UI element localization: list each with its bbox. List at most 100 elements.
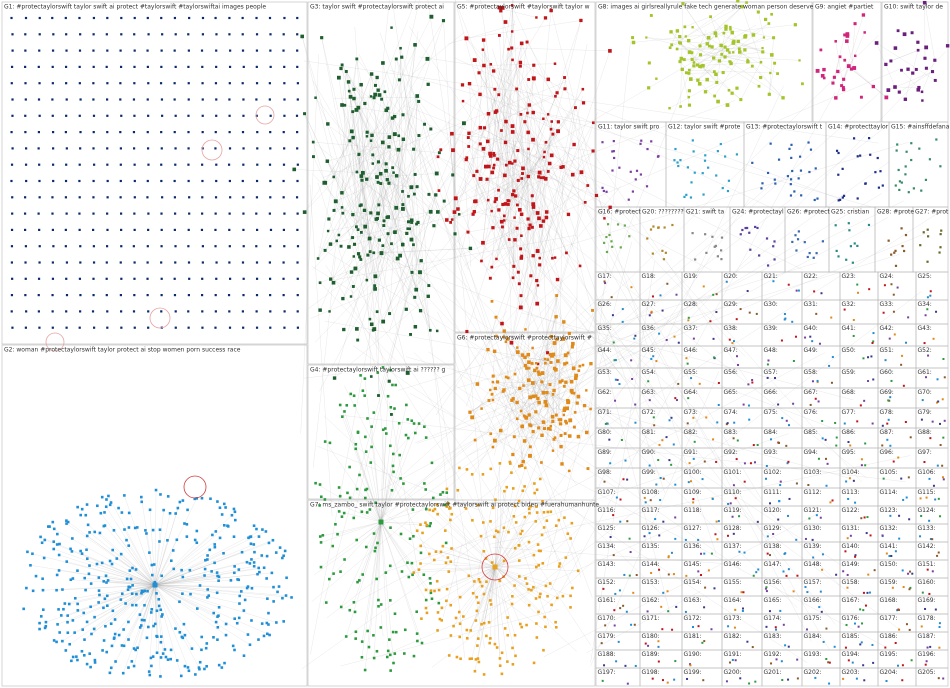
node-g4 (424, 598, 428, 602)
node-small (639, 142, 642, 145)
node-g7 (419, 523, 422, 526)
edge-g4 (362, 521, 382, 575)
node-g2 (260, 622, 264, 625)
node-matrix (784, 552, 787, 555)
node-g4 (388, 599, 392, 602)
node-g4 (415, 610, 419, 614)
node-g5 (551, 132, 555, 136)
node-g2 (143, 618, 146, 622)
node-g8 (738, 50, 742, 54)
node-g3 (413, 325, 418, 329)
node-g1 (228, 179, 231, 183)
node-g10 (933, 78, 937, 82)
node-matrix (603, 480, 606, 483)
node-g8 (736, 0, 740, 3)
edge-g3 (313, 156, 360, 257)
node-g3 (397, 78, 401, 82)
node-g5 (546, 77, 551, 82)
node-g4 (415, 632, 419, 635)
node-g1 (105, 33, 108, 36)
node-g8 (740, 4, 744, 9)
node-g1 (214, 16, 217, 20)
node-g1 (160, 277, 163, 280)
node-g2 (104, 624, 107, 628)
node-g10 (923, 56, 927, 60)
node-matrix (892, 293, 895, 296)
node-g5 (503, 202, 508, 206)
matrix-cell-label: G190: (684, 651, 702, 658)
node-g8 (713, 31, 718, 35)
node-matrix (684, 610, 687, 613)
node-g8 (761, 50, 765, 54)
node-g6 (541, 390, 546, 395)
node-g1 (24, 261, 27, 264)
node-matrix (729, 502, 732, 505)
node-g1 (51, 16, 54, 20)
node-g5 (499, 219, 504, 224)
node-matrix (849, 534, 852, 537)
node-matrix (749, 462, 752, 465)
node-g1 (173, 277, 176, 280)
node-g5 (482, 63, 486, 68)
node-g7 (493, 535, 496, 539)
node-matrix (932, 337, 935, 340)
node-g1 (201, 212, 204, 215)
node-g1 (283, 98, 286, 101)
node-g5 (507, 160, 512, 165)
edge-inter (458, 185, 840, 586)
node-g8 (719, 43, 723, 48)
node-g8 (715, 35, 718, 38)
edge-g10 (921, 60, 935, 92)
node-g1 (51, 98, 54, 101)
edge-g8 (739, 51, 778, 74)
node-small (611, 150, 614, 153)
matrix-cell-label: G63: (642, 389, 656, 396)
edge-g8 (693, 33, 716, 63)
node-g9 (836, 69, 840, 74)
node-g1 (256, 163, 259, 166)
node-g3 (375, 217, 379, 221)
node-g2 (217, 579, 220, 583)
node-g2 (38, 627, 41, 631)
node-g3 (351, 285, 355, 288)
node-matrix (692, 457, 695, 460)
edge-g5 (465, 0, 537, 18)
node-g7 (506, 616, 509, 619)
edge-g4 (321, 521, 382, 543)
node-g1 (120, 277, 123, 280)
node-small (646, 147, 649, 151)
edge-g2 (154, 584, 274, 588)
node-g3 (347, 245, 351, 249)
node-matrix (622, 604, 625, 607)
node-small (689, 196, 693, 199)
node-g8 (729, 25, 732, 29)
node-matrix (831, 499, 834, 502)
edge-inter (521, 312, 854, 401)
node-matrix (674, 516, 677, 519)
matrix-cell-label: G26: (598, 301, 612, 308)
node-g7 (508, 460, 512, 464)
node-matrix (822, 640, 825, 643)
edge-g5 (462, 101, 582, 173)
node-g5 (510, 30, 514, 33)
node-g4 (370, 425, 373, 428)
edge-g2 (62, 584, 156, 642)
node-matrix (830, 316, 833, 319)
node-small (851, 261, 854, 264)
edge-g3 (351, 243, 403, 273)
node-g7 (491, 506, 495, 510)
edge-g3 (325, 152, 440, 251)
node-g2 (66, 620, 69, 624)
edge-g7 (494, 538, 571, 568)
node-small (821, 240, 824, 243)
node-g3 (408, 227, 411, 231)
edge-g7 (448, 566, 496, 572)
edge-g5 (483, 40, 514, 267)
node-g7 (566, 532, 570, 536)
node-g3 (401, 137, 406, 141)
node-g1 (215, 114, 218, 117)
node-g8 (729, 28, 732, 31)
node-g7 (475, 595, 479, 599)
node-matrix (863, 399, 866, 402)
node-g2 (98, 593, 101, 597)
